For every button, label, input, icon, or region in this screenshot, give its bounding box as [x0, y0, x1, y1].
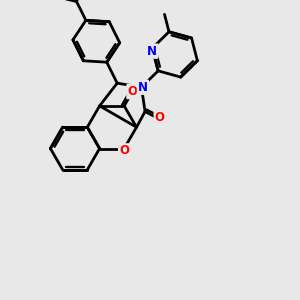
Text: N: N — [147, 45, 157, 58]
Text: N: N — [138, 81, 148, 94]
Text: N: N — [147, 45, 157, 58]
Text: N: N — [138, 81, 148, 94]
Text: O: O — [155, 111, 165, 124]
Text: O: O — [128, 85, 137, 98]
Text: O: O — [128, 85, 137, 98]
Text: O: O — [119, 144, 129, 158]
Text: O: O — [119, 144, 129, 158]
Text: O: O — [155, 111, 165, 124]
